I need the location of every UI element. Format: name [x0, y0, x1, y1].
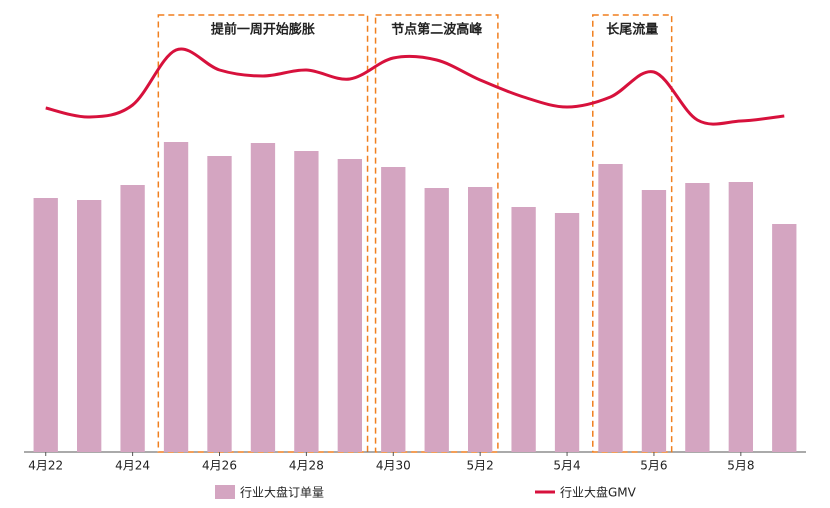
- legend-label: 行业大盘订单量: [240, 485, 324, 500]
- bar: [77, 200, 102, 452]
- bar: [294, 151, 319, 452]
- bar: [772, 224, 797, 452]
- bar: [641, 190, 667, 452]
- annotation-text: 提前一周开始膨胀: [211, 22, 315, 38]
- annotation-text: 长尾流量: [606, 22, 658, 38]
- bar: [685, 183, 710, 452]
- x-tick-label: 5月8: [727, 459, 754, 473]
- line: [45, 47, 785, 126]
- bar: [163, 142, 189, 452]
- bar: [554, 213, 580, 452]
- legend-label: 行业大盘GMV: [560, 485, 637, 500]
- bar: [468, 187, 493, 452]
- x-tick-label: 5月4: [553, 459, 580, 473]
- x-tick-label: 5月6: [640, 459, 667, 473]
- x-tick-label: 5月2: [467, 459, 494, 473]
- x-tick-label: 4月24: [115, 459, 150, 473]
- bar: [511, 207, 536, 452]
- bar: [250, 143, 276, 452]
- x-tick-label: 4月26: [202, 459, 237, 473]
- x-tick-label: 4月22: [28, 459, 63, 473]
- x-tick-label: 4月28: [289, 459, 324, 473]
- annotation-text: 节点第二波高峰: [391, 22, 483, 38]
- bar: [207, 156, 232, 452]
- bar: [728, 182, 753, 452]
- annotation-box: [592, 14, 673, 453]
- legend-swatch: [215, 485, 235, 499]
- bar: [424, 188, 449, 452]
- bar: [337, 159, 362, 452]
- bar: [33, 198, 58, 452]
- bar: [598, 164, 623, 452]
- x-tick-label: 4月30: [376, 459, 411, 473]
- bar: [120, 185, 145, 452]
- bar: [381, 167, 406, 452]
